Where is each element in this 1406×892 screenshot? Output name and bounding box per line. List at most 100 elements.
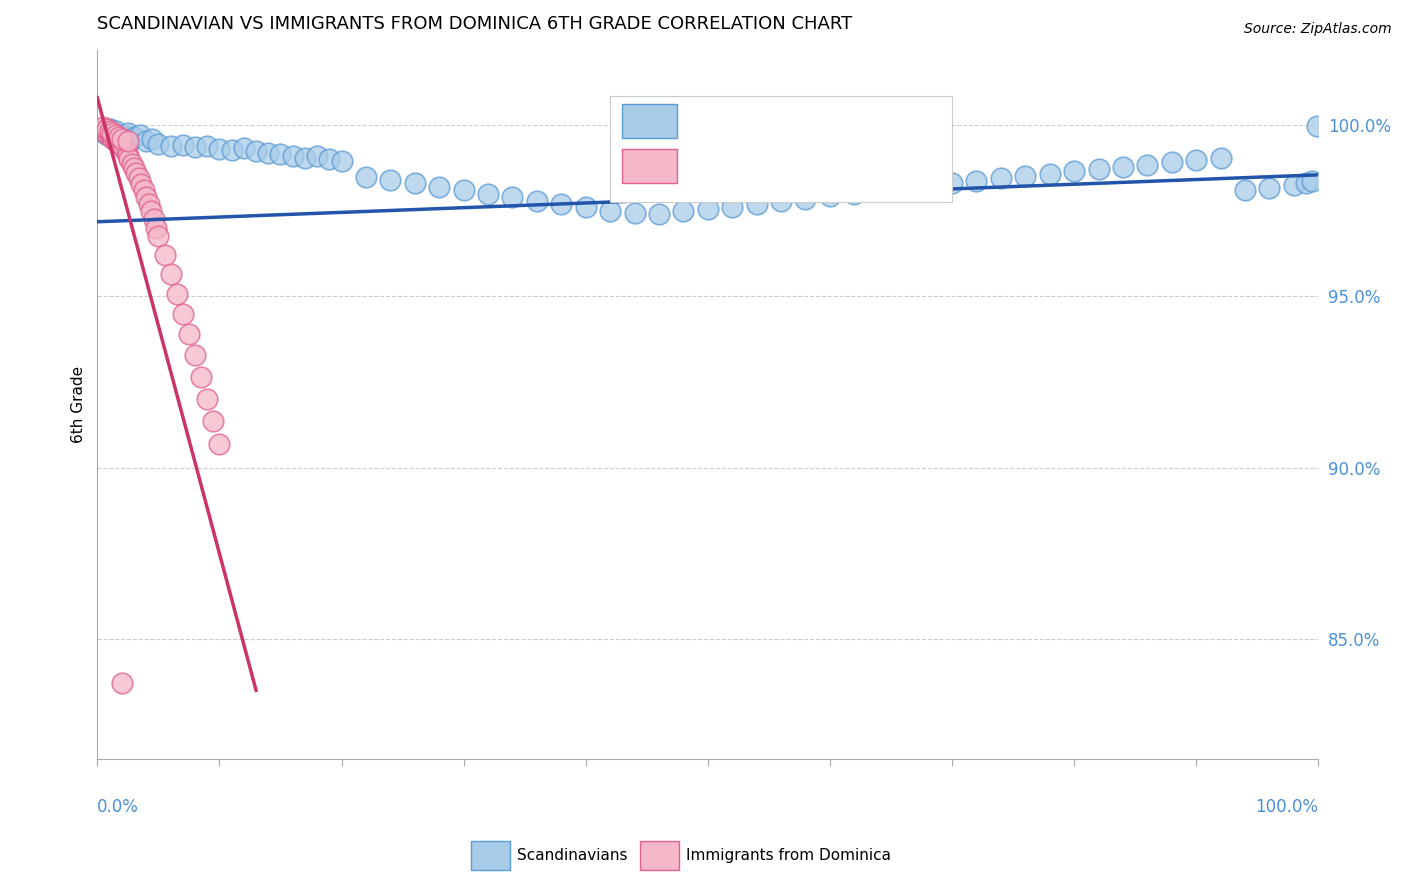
Point (281, 149, 304, 163)
Point (115, 145, 138, 160)
Text: Scandinavians: Scandinavians (517, 848, 628, 863)
Point (648, 207, 671, 221)
Point (696, 202, 718, 216)
Point (94, 125, 117, 139)
Point (129, 128, 152, 143)
Point (108, 136, 131, 151)
Point (132, 183, 155, 197)
Point (868, 184, 890, 198)
Point (159, 139, 181, 153)
Point (117, 149, 139, 163)
Point (148, 229, 170, 244)
Point (550, 197, 572, 211)
Point (1282, 178, 1305, 193)
Point (128, 171, 150, 186)
Point (93, 120, 115, 134)
Point (917, 179, 939, 194)
Point (294, 151, 316, 165)
Point (330, 154, 353, 169)
Point (101, 127, 124, 141)
Point (1185, 153, 1208, 168)
Point (575, 200, 598, 214)
Point (148, 136, 170, 151)
Point (1258, 180, 1281, 194)
Text: Source: ZipAtlas.com: Source: ZipAtlas.com (1244, 22, 1392, 37)
Point (121, 156, 143, 170)
Point (1209, 151, 1232, 165)
Point (112, 142, 135, 156)
Point (195, 392, 218, 407)
Point (404, 177, 426, 191)
Point (232, 141, 254, 155)
Point (93, 123, 115, 137)
Point (139, 204, 162, 219)
Point (117, 134, 139, 148)
Point (477, 186, 499, 201)
Point (318, 153, 340, 167)
Point (125, 166, 148, 180)
Point (1301, 174, 1323, 188)
Point (1112, 160, 1135, 174)
FancyBboxPatch shape (623, 104, 678, 138)
Point (177, 327, 200, 342)
Point (208, 142, 231, 156)
Text: R = 0.454   N = 72: R = 0.454 N = 72 (693, 112, 877, 129)
Point (111, 132, 134, 146)
Point (105, 136, 128, 150)
Point (98, 122, 121, 136)
Point (96, 122, 118, 136)
Point (172, 307, 194, 321)
Point (354, 169, 377, 184)
Point (818, 189, 841, 203)
Point (526, 194, 548, 208)
Point (427, 179, 450, 194)
Point (1087, 161, 1109, 176)
Point (131, 177, 153, 191)
Point (117, 126, 139, 140)
Point (184, 140, 207, 154)
Point (142, 212, 165, 227)
Point (184, 348, 207, 362)
Point (135, 190, 157, 204)
Point (891, 181, 914, 195)
Point (1039, 167, 1062, 181)
Point (257, 145, 280, 160)
FancyBboxPatch shape (610, 96, 952, 202)
Point (453, 183, 475, 197)
Point (122, 161, 145, 175)
Point (672, 204, 695, 219)
Point (1295, 177, 1317, 191)
Point (1014, 169, 1036, 183)
Point (111, 138, 134, 153)
Point (98, 128, 121, 143)
Point (721, 200, 744, 214)
Point (145, 221, 167, 235)
Point (1160, 155, 1182, 169)
Point (770, 194, 793, 209)
Point (599, 203, 621, 218)
Point (93, 125, 115, 139)
Point (96, 128, 118, 143)
Point (307, 149, 329, 163)
Point (794, 192, 817, 206)
Point (159, 267, 181, 281)
Point (112, 132, 135, 146)
Point (121, 132, 143, 146)
Point (118, 153, 141, 167)
Point (202, 414, 225, 428)
Point (990, 171, 1012, 186)
Point (380, 173, 402, 187)
Text: 0.0%: 0.0% (97, 797, 139, 816)
Point (172, 138, 194, 153)
Point (208, 437, 231, 451)
Point (138, 197, 160, 211)
Text: Immigrants from Dominica: Immigrants from Dominica (686, 848, 891, 863)
Y-axis label: 6th Grade: 6th Grade (72, 366, 86, 442)
Point (108, 130, 131, 145)
Point (96, 127, 118, 141)
Point (104, 124, 127, 138)
Point (1063, 164, 1085, 178)
Point (103, 132, 125, 146)
Point (844, 186, 866, 201)
Point (104, 134, 127, 148)
